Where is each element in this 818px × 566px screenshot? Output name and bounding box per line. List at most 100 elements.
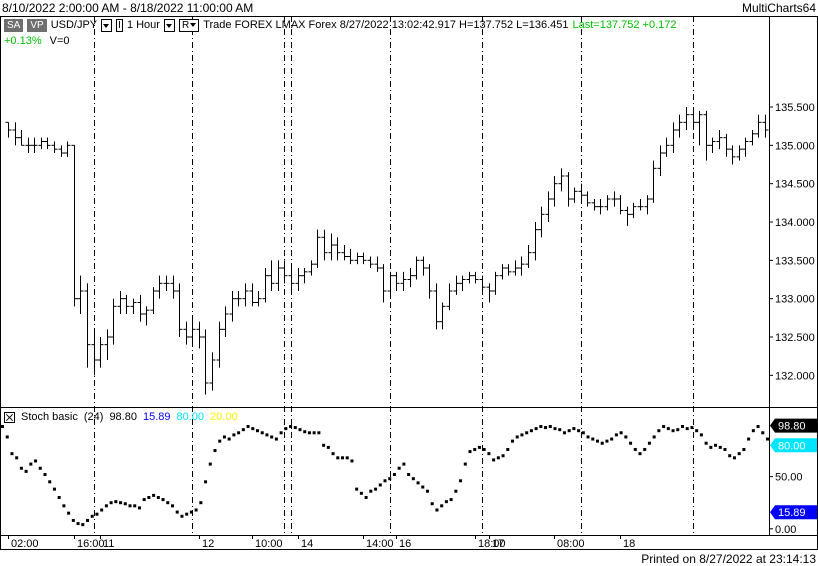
- stoch-point: [577, 429, 581, 433]
- r-dropdown[interactable]: R: [178, 18, 200, 32]
- time-tick-label: 14:00: [366, 538, 394, 550]
- ohlc-bar: [505, 264, 512, 276]
- indicator-value-4: 20.00: [210, 411, 238, 423]
- stoch-point: [185, 512, 189, 516]
- brand-label: MultiCharts64: [741, 1, 816, 15]
- stoch-point: [591, 437, 595, 441]
- stoch-point: [218, 439, 222, 443]
- stoch-point: [723, 447, 727, 451]
- ohlc-bar: [183, 321, 190, 345]
- close-icon[interactable]: [4, 411, 15, 423]
- stoch-point: [468, 450, 472, 454]
- stoch-point: [227, 437, 231, 441]
- stoch-point: [86, 518, 89, 522]
- stoch-point: [681, 425, 684, 429]
- price-tick-label: 133.000: [775, 294, 815, 306]
- ohlc-bar: [374, 256, 381, 272]
- chart-frame[interactable]: 132.000 132.500 133.000 133.500 134.000 134.5…: [0, 16, 818, 550]
- chart-border: [0, 16, 818, 550]
- stoch-point: [62, 504, 66, 508]
- stoch-point: [529, 429, 533, 433]
- ohlc-bar: [729, 145, 736, 165]
- volume-label: V=0: [49, 35, 70, 47]
- ohlc-bar: [123, 294, 130, 314]
- ohlc-bar: [347, 248, 354, 265]
- stoch-point: [737, 452, 741, 456]
- time-tick-label: 18:00: [478, 538, 506, 550]
- stoch-point: [199, 501, 203, 505]
- stoch-point: [156, 495, 160, 499]
- ohlc-bar: [110, 298, 117, 345]
- stoch-point: [241, 428, 245, 432]
- interval-label: 1 Hour: [126, 19, 160, 31]
- chart-svg[interactable]: 132.000 132.500 133.000 133.500 134.000 134.5…: [0, 16, 818, 550]
- stoch-point: [90, 514, 94, 518]
- ohlc-bar: [617, 195, 624, 215]
- ohlc-bar: [360, 252, 367, 265]
- stoch-point: [284, 427, 288, 431]
- stoch-point: [487, 452, 491, 456]
- price-tick-label: 134.500: [775, 179, 815, 191]
- indicator-label: Stoch basic (24) 98.80 15.89 80.00 20.00: [4, 411, 238, 423]
- ohlc-bar: [657, 145, 664, 176]
- stoch-point: [341, 456, 344, 460]
- stoch-point: [742, 447, 746, 451]
- stoch-point: [553, 427, 557, 431]
- stoch-point: [449, 498, 453, 502]
- time-tick-label: 16: [399, 538, 411, 550]
- ohlc-bar: [25, 137, 32, 153]
- stoch-point: [402, 462, 406, 466]
- ohlc-bar: [663, 137, 670, 157]
- stoch-point: [666, 427, 670, 431]
- ohlc-bar: [426, 264, 433, 299]
- stoch-point: [137, 506, 141, 510]
- stoch-point: [383, 479, 387, 483]
- stoch-point: [544, 426, 548, 430]
- time-tick-label: 08:00: [557, 538, 585, 550]
- stoch-point: [440, 504, 444, 508]
- ohlc-bar: [703, 110, 710, 161]
- ohlc-bar: [268, 260, 275, 291]
- ohlc-bar: [683, 107, 690, 130]
- indicator-value-3: 80.00: [176, 411, 205, 423]
- ohlc-bar: [532, 222, 539, 261]
- ohlc-bar: [262, 268, 269, 303]
- ohlc-bar: [163, 275, 170, 291]
- symbol-dropdown-icon[interactable]: [101, 18, 113, 32]
- ohlc-bar: [433, 283, 440, 330]
- stoch-point: [374, 487, 378, 491]
- stoch-point: [364, 495, 368, 499]
- ohlc-bar: [196, 321, 203, 349]
- stoch-point: [109, 501, 113, 505]
- i-dropdown[interactable]: I: [116, 18, 123, 32]
- ohlc-bar: [117, 291, 124, 314]
- interval-dropdown-icon[interactable]: [163, 18, 175, 32]
- stoch-point: [732, 456, 736, 460]
- ohlc-bar: [407, 268, 414, 288]
- stoch-point: [624, 435, 628, 439]
- stoch-point: [322, 443, 326, 447]
- ohlc-bar: [209, 352, 216, 391]
- stoch-point: [359, 491, 363, 495]
- stoch-point: [444, 500, 448, 504]
- ohlc-bar: [558, 168, 565, 192]
- stoch-point: [303, 430, 307, 434]
- stoch-badge-mid-label: 80.00: [778, 440, 806, 452]
- info-text: Trade FOREX LMAX Forex 8/27/2022 13:02:4…: [203, 19, 569, 31]
- stoch-point: [511, 439, 514, 443]
- vp-button[interactable]: VP: [27, 18, 47, 32]
- stoch-point: [293, 426, 297, 430]
- stoch-point: [246, 425, 250, 429]
- stoch-tick-label: 50.00: [775, 472, 803, 484]
- ohlc-bar: [736, 145, 743, 161]
- ohlc-bar: [64, 141, 71, 157]
- ohlc-bar: [716, 130, 723, 150]
- ohlc-bar: [393, 271, 400, 291]
- stoch-point: [459, 479, 463, 483]
- r-dropdown-label: R: [181, 19, 190, 31]
- ohlc-bar: [308, 260, 315, 276]
- ohlc-bar: [597, 199, 604, 215]
- stoch-point: [71, 518, 75, 522]
- sa-button[interactable]: SA: [4, 18, 24, 32]
- stoch-point: [81, 523, 85, 527]
